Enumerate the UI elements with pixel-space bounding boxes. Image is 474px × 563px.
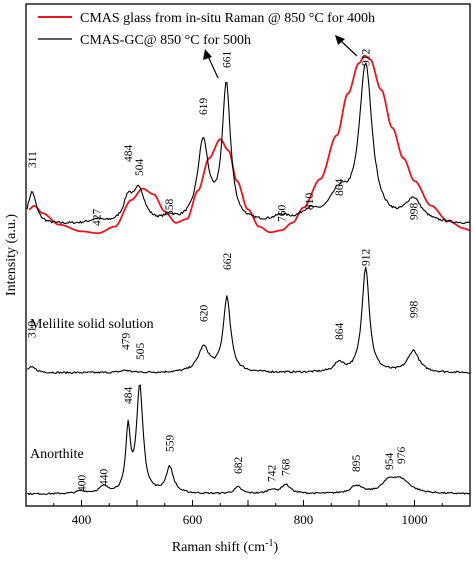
peak-label-top-864: 864: [334, 179, 346, 197]
legend-label-glass: CMAS glass from in-situ Raman @ 850 °C f…: [80, 11, 375, 26]
peak-label-bottom-484: 484: [123, 387, 135, 405]
peak-label-bottom-682: 682: [233, 457, 245, 475]
peak-label-middle-864: 864: [334, 323, 346, 341]
x-tick-label-600: 600: [183, 512, 203, 527]
peak-label-top-661: 661: [221, 51, 233, 69]
peak-label-bottom-505: 505: [135, 343, 147, 361]
peak-label-bottom-895: 895: [351, 455, 363, 473]
peak-label-top-998: 998: [408, 203, 420, 221]
sample-label-anorthite: Anorthite: [30, 447, 84, 462]
x-axis-ticks: 400 600 800 1000: [25, 500, 471, 527]
peak-label-middle-912: 912: [361, 249, 373, 267]
peak-label-top-311: 311: [27, 151, 39, 168]
spectrum-line-2: [26, 62, 471, 225]
legend: CMAS glass from in-situ Raman @ 850 °C f…: [38, 11, 375, 48]
peak-labels: 3114274845045586196617608108649129983104…: [27, 49, 421, 493]
spectrum-line-3: [27, 266, 471, 375]
peak-label-top-558: 558: [164, 199, 176, 217]
peak-label-bottom-400: 400: [77, 475, 89, 493]
arrow-2-head: [335, 35, 345, 45]
sample-label-melilite: Melilite solid solution: [30, 317, 154, 332]
arrow-1: [207, 55, 219, 79]
peak-label-top-427: 427: [92, 209, 104, 227]
peak-label-middle-310: 310: [27, 321, 39, 339]
peak-label-top-619: 619: [198, 98, 210, 116]
peak-label-bottom-976: 976: [396, 447, 408, 465]
arrow-1-head: [203, 49, 212, 60]
x-axis-title: Raman shift (cm-1): [172, 538, 279, 555]
spectrum-line-1: [28, 54, 470, 235]
peak-label-bottom-742: 742: [266, 465, 278, 483]
peak-label-middle-662: 662: [222, 253, 234, 271]
peak-label-top-912: 912: [361, 49, 373, 67]
peak-label-middle-998: 998: [408, 301, 420, 319]
x-tick-label-1000: 1000: [402, 512, 428, 527]
peak-label-bottom-768: 768: [281, 459, 293, 477]
plot-frame: [25, 3, 471, 507]
peak-label-bottom-559: 559: [165, 435, 177, 453]
peak-label-top-504: 504: [134, 159, 146, 177]
spectra-group: [26, 54, 471, 496]
x-tick-label-400: 400: [72, 512, 92, 527]
peak-label-middle-479: 479: [120, 333, 132, 351]
arrow-2: [340, 40, 358, 57]
peak-label-middle-620: 620: [199, 305, 211, 323]
spectrum-line-4: [27, 384, 471, 496]
peak-label-top-484: 484: [123, 145, 135, 163]
peak-label-top-810: 810: [304, 193, 316, 211]
peak-label-top-760: 760: [276, 205, 288, 223]
y-axis-title: Intensity (a.u.): [4, 214, 19, 296]
annotation-arrows: [203, 35, 358, 79]
peak-label-bottom-440: 440: [99, 469, 111, 487]
x-tick-label-800: 800: [294, 512, 314, 527]
peak-label-bottom-954: 954: [384, 453, 396, 471]
legend-label-gc: CMAS-GC@ 850 °C for 500h: [80, 33, 251, 48]
